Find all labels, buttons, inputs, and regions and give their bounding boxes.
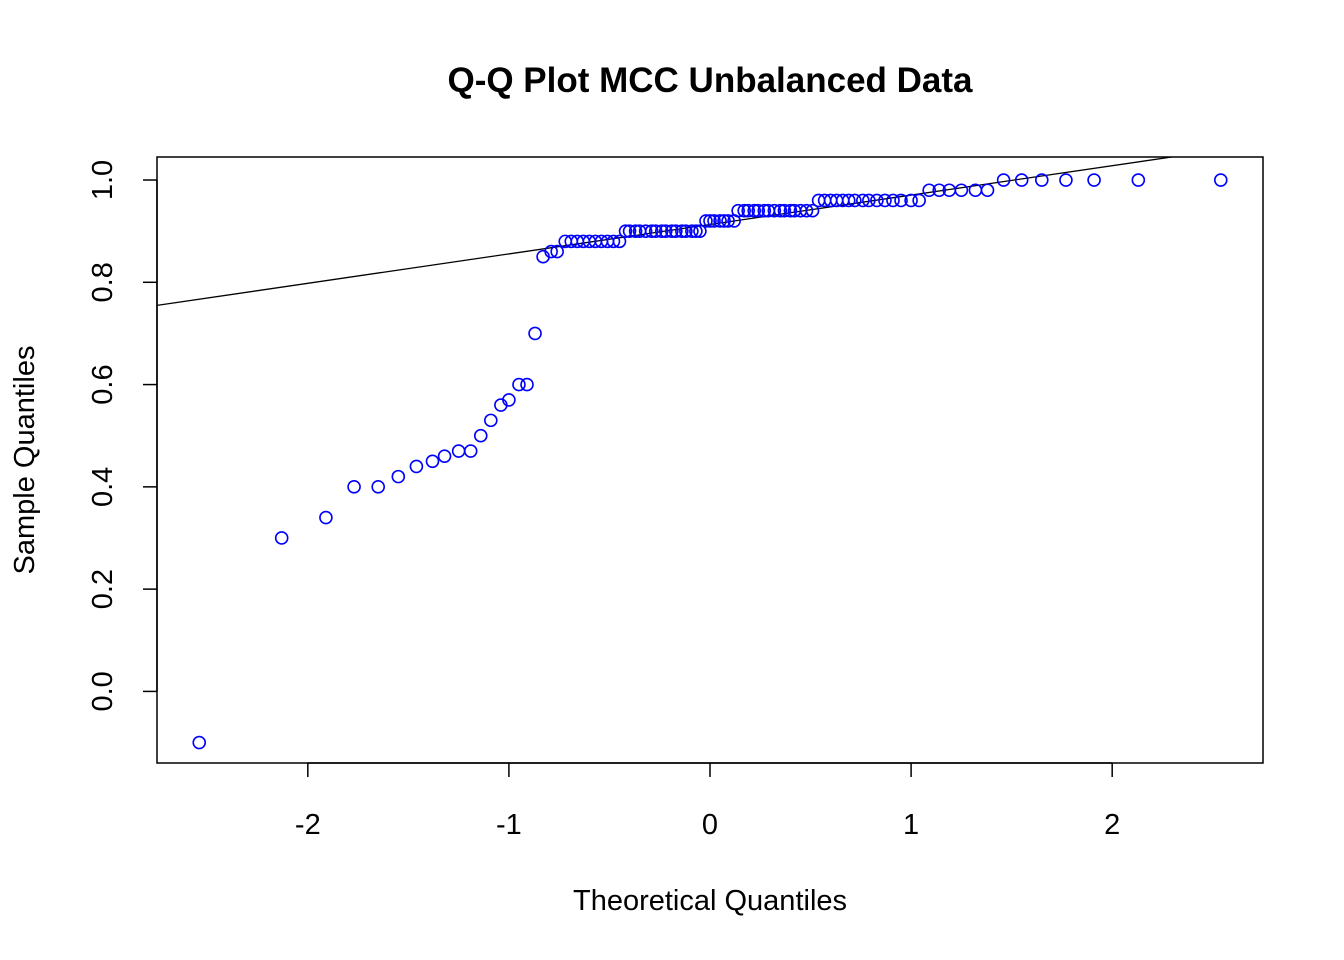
data-point	[638, 224, 653, 238]
y-axis: 0.0 0.2 0.4 0.6 0.8 1.0	[87, 160, 158, 712]
data-point	[996, 173, 1011, 187]
data-point	[737, 203, 751, 218]
data-point	[675, 224, 689, 238]
data-point	[451, 444, 466, 458]
data-point	[1131, 173, 1146, 187]
y-axis-label: Sample Quantiles	[9, 346, 41, 575]
data-point	[1014, 173, 1029, 187]
data-point	[473, 428, 488, 443]
data-point	[932, 183, 947, 198]
data-point	[528, 326, 542, 341]
data-point	[847, 193, 862, 208]
data-point	[664, 224, 679, 238]
data-point	[777, 203, 792, 218]
data-point	[689, 224, 703, 238]
data-point	[954, 183, 969, 198]
x-tick-label: 0	[702, 809, 718, 841]
data-point	[484, 413, 498, 428]
data-point	[703, 214, 717, 228]
data-point	[747, 203, 762, 218]
data-point	[699, 214, 713, 228]
data-point	[679, 224, 693, 238]
data-point	[805, 203, 820, 218]
data-point	[391, 469, 406, 484]
data-point	[773, 203, 788, 218]
data-point	[618, 224, 633, 238]
data-point	[347, 480, 361, 494]
points-layer	[192, 173, 1228, 750]
data-point	[520, 377, 534, 392]
data-point	[606, 234, 621, 249]
data-point	[274, 531, 289, 545]
data-point	[685, 224, 699, 238]
data-point	[1035, 173, 1049, 187]
data-point	[425, 454, 440, 469]
data-point	[1059, 173, 1073, 187]
data-point	[622, 224, 637, 238]
data-point	[862, 193, 876, 208]
x-tick-label: -2	[295, 809, 321, 841]
data-point	[731, 203, 745, 218]
x-axis-label: Theoretical Quantiles	[573, 885, 847, 917]
data-point	[502, 393, 516, 407]
data-point	[612, 234, 627, 249]
data-point	[894, 193, 908, 208]
data-point	[693, 224, 707, 238]
data-point	[783, 203, 798, 218]
data-point	[1213, 173, 1228, 187]
data-point	[751, 203, 766, 218]
data-point	[767, 203, 782, 218]
data-point	[409, 459, 424, 474]
data-point	[544, 244, 558, 259]
data-point	[437, 449, 452, 463]
data-point	[912, 193, 926, 208]
data-point	[980, 183, 995, 198]
data-point	[512, 377, 526, 392]
x-tick-label: -1	[496, 809, 522, 841]
data-point	[192, 735, 207, 750]
y-tick-label: 0.8	[87, 262, 119, 302]
data-point	[841, 193, 856, 208]
data-point	[654, 224, 669, 238]
data-point	[922, 183, 936, 198]
data-point	[721, 214, 735, 228]
data-point	[886, 193, 900, 208]
data-point	[799, 203, 814, 218]
data-point	[707, 214, 721, 228]
y-tick-label: 0.4	[87, 467, 119, 507]
plot-frame	[156, 156, 1264, 764]
data-point	[713, 214, 727, 228]
data-point	[878, 193, 892, 208]
x-axis: -2 -1 0 1 2	[295, 762, 1120, 841]
data-point	[741, 203, 756, 218]
data-point	[628, 224, 643, 238]
data-point	[870, 193, 884, 208]
chart-title: Q-Q Plot MCC Unbalanced Data	[447, 61, 973, 100]
data-point	[550, 244, 564, 259]
data-point	[904, 193, 918, 208]
y-tick-label: 0.6	[87, 364, 119, 404]
y-tick-label: 1.0	[87, 160, 119, 200]
data-point	[669, 224, 683, 238]
data-point	[856, 193, 870, 208]
data-point	[757, 203, 772, 218]
x-tick-label: 2	[1104, 809, 1120, 841]
data-point	[648, 224, 663, 238]
data-point	[717, 214, 731, 228]
data-point	[658, 224, 673, 238]
data-point	[371, 480, 386, 494]
y-tick-label: 0.2	[87, 569, 119, 609]
x-tick-label: 1	[903, 809, 919, 841]
data-point	[644, 224, 659, 238]
data-point	[1087, 173, 1101, 187]
data-point	[463, 444, 478, 458]
y-tick-label: 0.0	[87, 671, 119, 711]
data-point	[319, 510, 333, 525]
